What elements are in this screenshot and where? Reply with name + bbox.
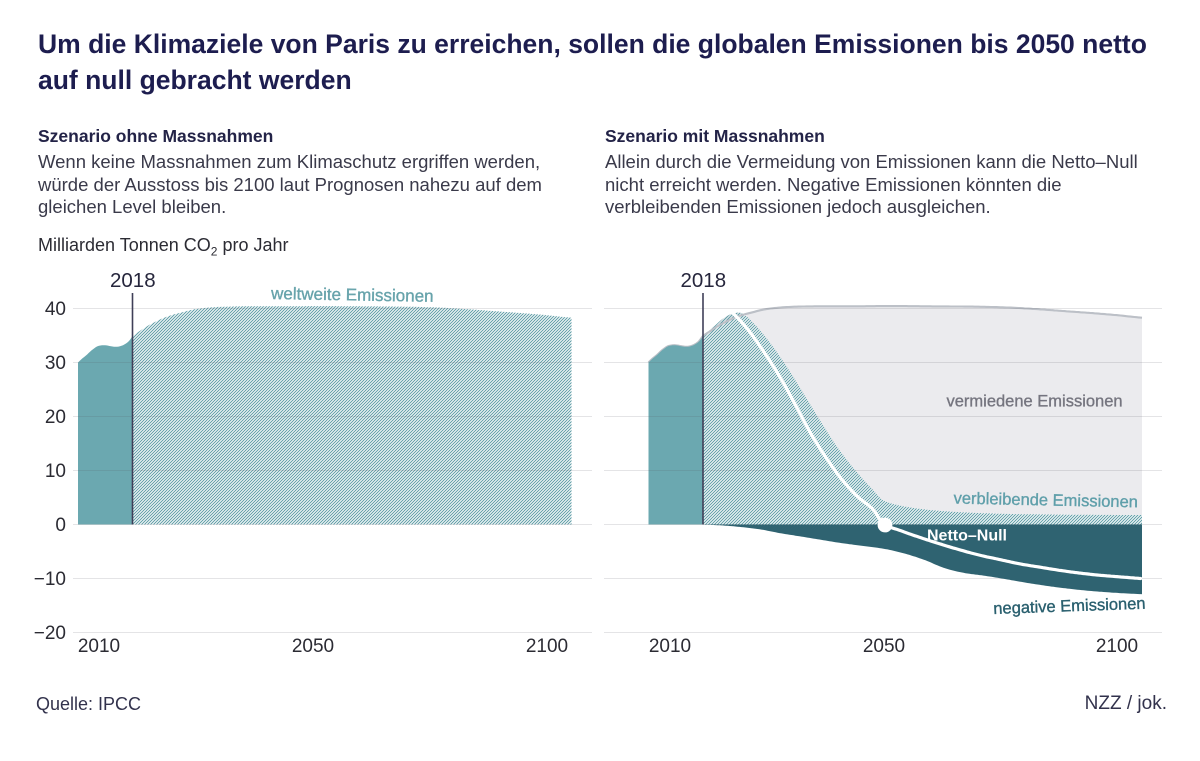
svg-text:2100: 2100 [1096, 636, 1138, 657]
svg-text:2100: 2100 [526, 636, 568, 657]
svg-text:2010: 2010 [649, 636, 691, 657]
svg-text:0: 0 [55, 515, 66, 536]
svg-text:weltweite Emissionen: weltweite Emissionen [270, 284, 434, 306]
svg-text:20: 20 [45, 407, 66, 428]
svg-text:2010: 2010 [78, 636, 120, 657]
svg-text:2050: 2050 [863, 636, 905, 657]
svg-text:−10: −10 [34, 569, 66, 590]
svg-text:−20: −20 [34, 623, 66, 644]
svg-text:40: 40 [45, 299, 66, 320]
svg-text:2018: 2018 [680, 269, 726, 292]
svg-text:10: 10 [45, 461, 66, 482]
svg-text:2018: 2018 [110, 269, 156, 292]
svg-text:Netto–Null: Netto–Null [927, 528, 1007, 545]
svg-text:vermiedene Emissionen: vermiedene Emissionen [947, 393, 1123, 411]
svg-text:30: 30 [45, 353, 66, 374]
svg-text:negative Emissionen: negative Emissionen [993, 595, 1146, 618]
svg-text:2050: 2050 [292, 636, 334, 657]
svg-text:verbleibende Emissionen: verbleibende Emissionen [953, 490, 1138, 512]
